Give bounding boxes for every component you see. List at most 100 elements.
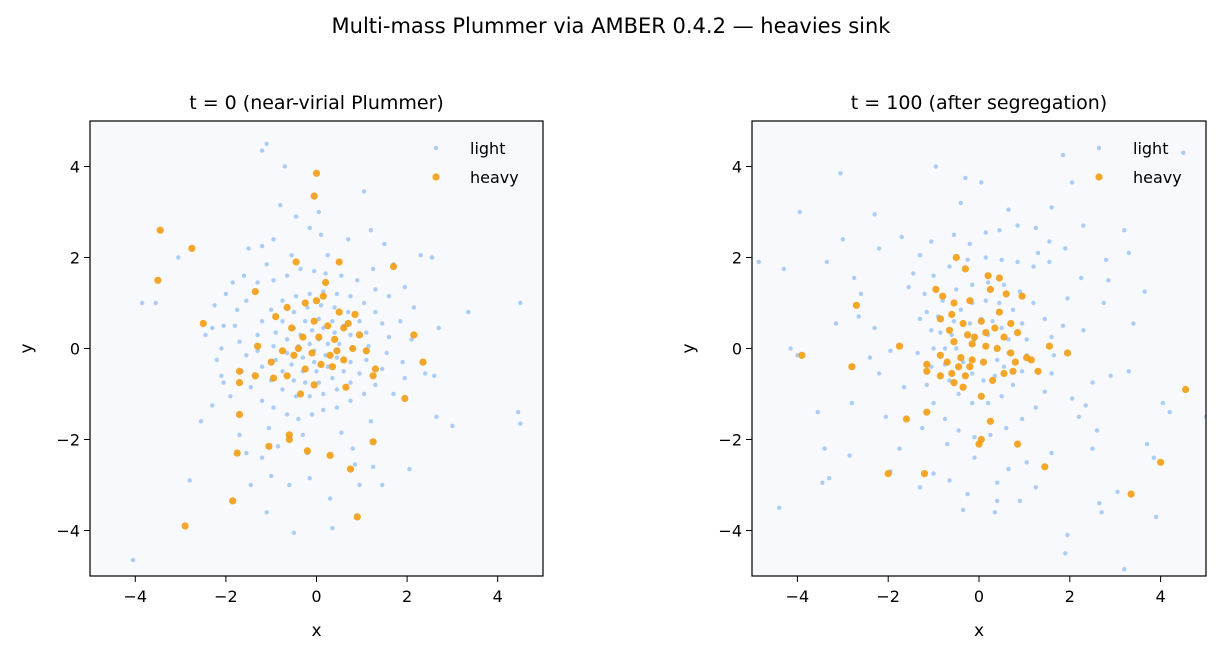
heavy-point-initial (301, 365, 309, 373)
x-ticks-after: −4 −2 0 2 4 (786, 576, 1166, 606)
heavy-point-initial (251, 288, 259, 296)
light-point-after (1024, 460, 1029, 465)
light-point-initial (332, 305, 337, 310)
light-point-after (1049, 450, 1054, 456)
heavy-point-initial (349, 344, 357, 353)
light-point-after (1015, 223, 1020, 228)
heavy-point-after (970, 333, 979, 341)
light-point-initial (348, 398, 353, 403)
light-point-after (1033, 405, 1039, 410)
heavy-point-after (959, 319, 967, 328)
light-point-initial (259, 148, 265, 153)
heavy-point-after (1000, 369, 1008, 378)
light-point-after (990, 319, 995, 324)
light-point-initial (357, 371, 362, 376)
heavy-point-initial (254, 342, 262, 350)
light-point-initial (293, 294, 299, 299)
heavy-point-after (995, 274, 1004, 282)
light-point-initial (411, 305, 417, 310)
light-point-after (983, 255, 988, 260)
heavy-point-after (1182, 385, 1190, 394)
light-point-after (933, 164, 939, 169)
light-point-initial (219, 346, 224, 351)
light-point-after (1019, 321, 1025, 326)
figure-suptitle: Multi-mass Plummer via AMBER 0.4.2 — hea… (332, 14, 892, 38)
y-tick-label-after: 4 (732, 158, 742, 177)
light-point-after (872, 325, 877, 331)
light-point-after (1079, 275, 1084, 281)
light-point-after (1063, 246, 1068, 251)
light-point-initial (380, 366, 385, 372)
light-point-after (958, 307, 963, 312)
light-point-after (1001, 282, 1007, 287)
heavy-point-initial (301, 299, 309, 307)
heavy-point-initial (156, 226, 164, 234)
heavy-point-initial (328, 363, 336, 371)
light-point-initial (176, 255, 181, 260)
light-point-initial (321, 407, 326, 413)
light-point-initial (466, 309, 471, 315)
heavy-point-initial (267, 358, 275, 366)
heavy-point-initial (303, 447, 311, 455)
light-point-initial (291, 378, 297, 383)
light-point-after (1090, 380, 1095, 385)
light-point-after (992, 510, 998, 515)
heavy-point-initial (235, 379, 244, 387)
light-point-initial (259, 243, 265, 249)
light-point-initial (450, 423, 455, 429)
heavy-point-after (950, 338, 958, 346)
heavy-point-initial (272, 313, 280, 321)
light-point-after (985, 400, 991, 406)
heavy-point-initial (410, 331, 418, 339)
x-ticks-initial: −4 −2 0 2 4 (124, 576, 503, 606)
light-point-after (967, 241, 973, 247)
light-point-initial (244, 298, 249, 303)
light-point-initial (321, 391, 326, 397)
light-point-initial (291, 309, 297, 315)
light-point-initial (271, 344, 276, 349)
heavy-point-after (1002, 290, 1010, 298)
heavy-point-after (955, 363, 963, 371)
heavy-point-initial (233, 449, 241, 457)
series-heavy-after (798, 253, 1190, 498)
light-point-initial (341, 369, 346, 374)
light-point-initial (332, 330, 337, 335)
light-point-after (972, 435, 977, 440)
plot-area-initial (90, 121, 543, 576)
heavy-point-after (966, 297, 974, 305)
light-point-after (906, 284, 911, 290)
light-point-after (931, 471, 936, 476)
legend-marker-light-after (1096, 145, 1102, 151)
panel-after: −4 −2 0 2 4 −4 −2 0 2 4 t = 100 (after segregati… (679, 92, 1207, 641)
light-point-after (922, 291, 927, 297)
light-point-after (1017, 498, 1023, 504)
heavy-point-initial (335, 258, 343, 266)
heavy-point-after (1041, 463, 1049, 471)
light-point-initial (321, 289, 326, 294)
light-point-after (1126, 250, 1132, 256)
light-point-initial (244, 450, 249, 456)
light-point-initial (293, 394, 299, 399)
heavy-point-after (848, 363, 856, 371)
light-point-after (833, 321, 839, 326)
light-point-initial (418, 253, 423, 258)
light-point-initial (380, 482, 385, 488)
light-point-initial (221, 323, 226, 328)
light-point-initial (255, 348, 260, 353)
light-point-after (1094, 428, 1100, 433)
light-point-initial (259, 364, 265, 369)
x-tick-label-after: 2 (1065, 587, 1075, 606)
light-point-after (1017, 289, 1023, 294)
light-point-after (1069, 396, 1075, 401)
heavy-point-initial (265, 442, 273, 450)
y-tick-label-initial: 0 (70, 340, 80, 359)
light-point-initial (436, 325, 441, 331)
x-tick-label-after: −2 (876, 587, 900, 606)
heavy-point-after (943, 358, 951, 366)
heavy-point-after (989, 376, 997, 384)
light-point-initial (271, 237, 276, 242)
light-point-after (970, 282, 975, 287)
light-point-initial (300, 432, 306, 438)
light-point-after (1153, 514, 1159, 520)
light-point-initial (280, 369, 285, 374)
